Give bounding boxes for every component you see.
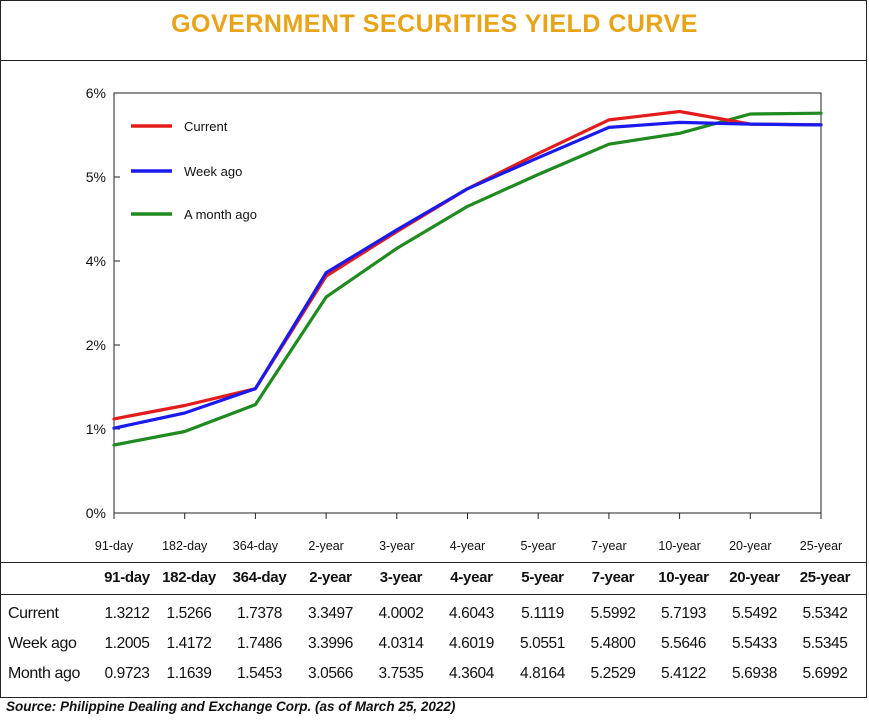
table-cell: 5.5342: [802, 605, 848, 622]
x-tick-label: 364-day: [233, 539, 279, 553]
row-label: Current: [8, 605, 59, 622]
table-cell: 5.5992: [590, 605, 636, 622]
table-cell: 1.1639: [166, 665, 212, 682]
source-note: Source: Philippine Dealing and Exchange …: [6, 699, 456, 714]
table-cell: 1.3212: [104, 605, 150, 622]
figure-frame: [0, 0, 867, 698]
table-header-rule: [0, 594, 867, 595]
table-cell: 0.9723: [104, 665, 150, 682]
table-header-cell: 91-day: [104, 569, 150, 586]
series-lines: [112, 109, 823, 447]
x-tick-label: 25-year: [800, 539, 842, 553]
table-header-row: 91-day 182-day 364-day 2-year 3-year 4-y…: [8, 562, 860, 593]
table-header-cell: 10-year: [658, 569, 709, 586]
x-tick-label: 4-year: [450, 539, 485, 553]
x-tick-label: 20-year: [729, 539, 771, 553]
y-tick-label: 2%: [86, 337, 106, 353]
table-cell: 5.1119: [521, 605, 564, 622]
y-tick-label: 0%: [86, 505, 106, 521]
table-cell: 5.6992: [802, 665, 848, 682]
table-header-cell: 182-day: [162, 569, 216, 586]
x-tick-label: 2-year: [308, 539, 343, 553]
table-cell: 5.6938: [731, 665, 777, 682]
table-cell: 5.5433: [731, 635, 777, 652]
table-cell: 1.5266: [166, 605, 212, 622]
y-tick-label: 6%: [86, 85, 106, 101]
x-tick-label: 3-year: [379, 539, 414, 553]
table-cell: 4.6043: [448, 605, 494, 622]
table-cell: 4.0002: [378, 605, 424, 622]
x-tick-label: 5-year: [520, 539, 555, 553]
series-line-month-ago: [112, 111, 823, 447]
table-cell: 1.7378: [236, 605, 282, 622]
table-corner: [8, 562, 100, 593]
chart-title: GOVERNMENT SECURITIES YIELD CURVE: [171, 10, 698, 38]
table-cell: 3.0566: [307, 665, 353, 682]
y-axis: 0% 1% 2% 4% 5% 6%: [86, 85, 120, 521]
x-tick-label: 7-year: [591, 539, 626, 553]
table-cell: 4.0314: [378, 635, 424, 652]
table-row-current: Current 1.3212 1.5266 1.7378 3.3497 4.00…: [8, 593, 860, 629]
table-cell: 5.5492: [731, 605, 777, 622]
table-cell: 5.0551: [519, 635, 565, 652]
table-header-cell: 364-day: [232, 569, 287, 586]
table-header-cell: 4-year: [450, 569, 493, 586]
table-cell: 5.4122: [660, 665, 706, 682]
table-header-cell: 5-year: [521, 569, 564, 586]
y-tick-label: 4%: [86, 253, 106, 269]
legend-label: Current: [184, 119, 228, 134]
table-cell: 3.3497: [307, 605, 353, 622]
table-top-rule: [0, 562, 867, 563]
table-cell: 3.3996: [307, 635, 353, 652]
table-cell: 5.5345: [802, 635, 848, 652]
table-row-month-ago: Month ago 0.9723 1.1639 1.5453 3.0566 3.…: [8, 659, 860, 689]
title-divider: [0, 60, 867, 61]
table-cell: 1.2005: [104, 635, 150, 652]
table-header-cell: 2-year: [309, 569, 352, 586]
table-cell: 5.2529: [590, 665, 636, 682]
table-cell: 4.3604: [448, 665, 494, 682]
yield-table: 91-day 182-day 364-day 2-year 3-year 4-y…: [8, 562, 860, 689]
y-tick-label: 1%: [86, 421, 106, 437]
table-header-cell: 3-year: [379, 569, 423, 586]
legend-label: Week ago: [184, 164, 242, 179]
row-label: Month ago: [8, 665, 81, 682]
table-cell: 4.8164: [519, 665, 565, 682]
x-tick-label: 10-year: [658, 539, 700, 553]
legend-label: A month ago: [184, 207, 257, 222]
table-cell: 5.4800: [590, 635, 636, 652]
yield-curve-chart: 0% 1% 2% 4% 5% 6% 91-day 182-day 364-day 2-year 3…: [86, 85, 842, 553]
table-cell: 5.7193: [660, 605, 706, 622]
table-cell: 4.6019: [448, 635, 494, 652]
plot-area: [113, 92, 822, 514]
table-cell: 1.4172: [166, 635, 212, 652]
y-tick-label: 5%: [86, 169, 106, 185]
table-cell: 1.5453: [236, 665, 282, 682]
table-header-cell: 25-year: [799, 569, 851, 586]
table-header-cell: 20-year: [729, 569, 780, 586]
table-row-week-ago: Week ago 1.2005 1.4172 1.7486 3.3996 4.0…: [8, 629, 860, 659]
legend: Current Week ago A month ago: [131, 119, 257, 222]
table-header-cell: 7-year: [591, 569, 635, 586]
x-tick-label: 182-day: [162, 539, 208, 553]
series-line-week-ago: [112, 120, 823, 430]
table-cell: 1.7486: [236, 635, 282, 652]
row-label: Week ago: [8, 635, 77, 652]
table-cell: 3.7535: [378, 665, 424, 682]
table-cell: 5.5646: [660, 635, 706, 652]
x-axis: 91-day 182-day 364-day 2-year 3-year 4-year 5-…: [95, 513, 842, 553]
x-tick-label: 91-day: [95, 539, 134, 553]
